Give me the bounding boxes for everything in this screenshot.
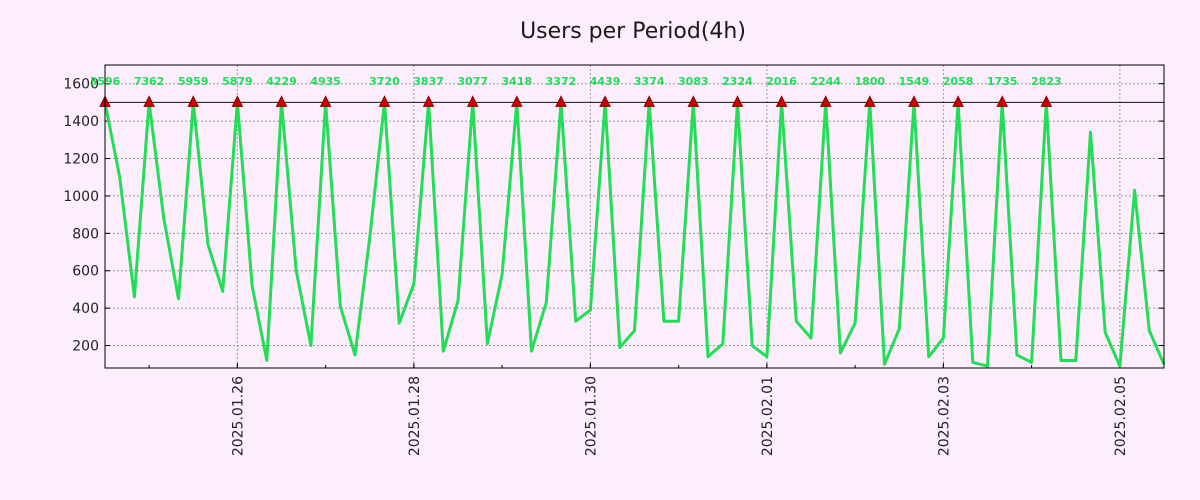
y-tick-label: 400 — [72, 301, 99, 317]
peak-label: 5959 — [178, 75, 209, 88]
y-tick-label: 600 — [72, 264, 99, 280]
x-tick-label: 2025.01.30 — [583, 376, 599, 456]
peak-marker — [643, 95, 656, 107]
y-tick-label: 800 — [72, 226, 99, 242]
peak-label: 3720 — [369, 75, 400, 88]
peak-label: 2324 — [722, 75, 753, 88]
peak-label: 7362 — [134, 75, 165, 88]
axes: 200 400 600 800 1000 1200 1400 1600 2025.01.26 20… — [63, 77, 1164, 456]
series-layer — [103, 100, 1166, 368]
peak-marker — [731, 95, 744, 107]
peak-marker — [1040, 95, 1053, 107]
peak-marker — [466, 95, 479, 107]
plot-frame — [104, 64, 1165, 369]
peak-marker — [819, 95, 832, 107]
peak-marker — [319, 95, 332, 107]
peak-label: 1735 — [987, 75, 1018, 88]
y-tick-label: 1400 — [63, 114, 99, 130]
users-series-line — [103, 100, 1166, 368]
peak-label: 4439 — [590, 75, 621, 88]
peak-marker — [775, 95, 788, 107]
peak-label: 3077 — [457, 75, 488, 88]
peak-marker — [422, 95, 435, 107]
peak-label: 3372 — [546, 75, 577, 88]
peak-marker — [275, 95, 288, 107]
x-tick-label: 2025.01.26 — [230, 376, 246, 456]
y-tick-label: 1000 — [63, 189, 99, 205]
x-tick-label: 2025.01.28 — [407, 376, 423, 456]
peak-label: 3374 — [634, 75, 665, 88]
peak-marker — [908, 95, 920, 107]
chart-title: Users per Period(4h) — [520, 19, 746, 44]
x-tick-label: 2025.02.01 — [760, 376, 776, 456]
y-tick-label: 1200 — [63, 152, 99, 168]
y-tick-label: 1600 — [63, 77, 99, 93]
peak-labels: 3596 7362 5959 5879 4229 4935 3720 3837 3077 3418… — [90, 75, 1062, 88]
peak-marker — [864, 95, 876, 107]
x-tick-label: 2025.02.03 — [936, 376, 952, 456]
peak-label: 3083 — [678, 75, 709, 88]
peak-marker — [143, 95, 155, 107]
peak-label: 1800 — [855, 75, 886, 88]
peak-marker — [511, 95, 523, 107]
peak-label: 3418 — [502, 75, 533, 88]
peak-marker — [952, 95, 964, 107]
peak-marker — [378, 95, 391, 107]
peak-label: 2244 — [810, 75, 841, 88]
peak-label: 4229 — [266, 75, 297, 88]
peak-marker — [687, 95, 700, 107]
peak-label: 4935 — [310, 75, 341, 88]
peak-label: 2058 — [943, 75, 974, 88]
peak-marker — [187, 95, 200, 107]
peak-marker — [231, 95, 244, 107]
peak-marker — [599, 95, 611, 107]
peak-marker — [996, 95, 1009, 107]
peak-label: 3837 — [413, 75, 444, 88]
peak-label: 2016 — [766, 75, 797, 88]
peak-marker — [555, 95, 567, 107]
peak-label: 2823 — [1031, 75, 1062, 88]
peak-label: 5879 — [222, 75, 253, 88]
y-tick-label: 200 — [72, 339, 99, 355]
peak-label: 1549 — [899, 75, 930, 88]
x-tick-label: 2025.02.05 — [1113, 376, 1129, 456]
peak-markers — [99, 95, 1053, 107]
